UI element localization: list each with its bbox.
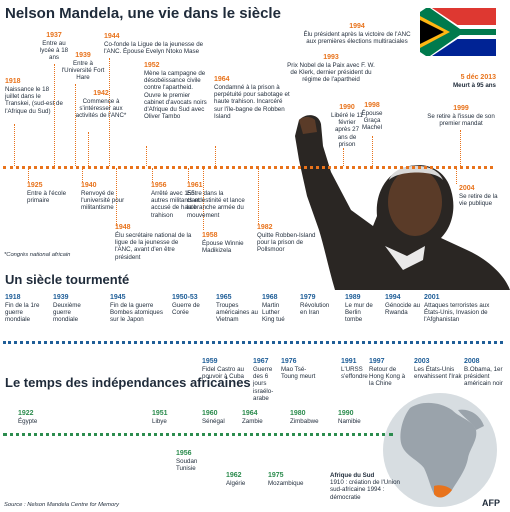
century-event-1950: 1950-53 Guerre de Corée bbox=[172, 294, 200, 317]
century-event-2001: 2001 Attaques terroristes aux États-Unis,… bbox=[424, 294, 490, 324]
indep-event-1964: 1964 Zambie bbox=[242, 410, 263, 425]
century-event-1918: 1918 Fin de la 1re guerre mondiale bbox=[5, 294, 40, 324]
century-event-2008: 2008 B.Obama, 1er président américain noi… bbox=[464, 358, 503, 388]
century-event-1989: 1989 Le mur de Berlin tombe bbox=[345, 294, 373, 324]
africa-globe-map bbox=[383, 393, 497, 507]
century-event-1994: 1994 Génocide au Rwanda bbox=[385, 294, 421, 317]
event-1999: 1999 Se retire à l'issue de son premier m… bbox=[427, 105, 495, 128]
connector-1990 bbox=[343, 148, 344, 166]
century-event-1997: 1997 Retour de Hong Kong à la Chine bbox=[369, 358, 406, 388]
event-1956: 1956 Arrêté avec 155 autres militants et … bbox=[151, 182, 200, 219]
connector-1952 bbox=[146, 146, 147, 166]
connector-1982 bbox=[258, 168, 259, 224]
century-event-1959: 1959 Fidel Castro au pouvoir à Cuba bbox=[202, 358, 244, 381]
century-timeline-axis bbox=[3, 341, 503, 344]
connector-1939 bbox=[75, 84, 76, 166]
event-1918: 1918 Naissance le 18 juillet dans le Tran… bbox=[5, 78, 63, 115]
event-1944: 1944 Co-fonde la Ligue de la jeunesse de … bbox=[104, 33, 204, 56]
indep-event-1980: 1980 Zimbabwe bbox=[290, 410, 319, 425]
century-event-1991: 1991 L'URSS s'effondre bbox=[341, 358, 368, 381]
century-event-1945: 1945 Fin de la guerre Bombes atomiques su… bbox=[110, 294, 163, 324]
source-credit: Source : Nelson Mandela Centre for Memor… bbox=[4, 502, 120, 508]
footnote-anc: *Congrès national africain bbox=[4, 252, 71, 258]
connector-1964 bbox=[215, 146, 216, 166]
connector-1958 bbox=[203, 168, 204, 230]
indep-event-1975: 1975 Mozambique bbox=[268, 472, 304, 487]
event-1993: 1993 Prix Nobel de la Paix avec F. W. de … bbox=[287, 54, 375, 84]
event-1964: 1964 Condamné à la prison à perpétuité po… bbox=[214, 76, 290, 120]
indep-event-1922: 1922 Égypte bbox=[18, 410, 38, 425]
south-africa-flag bbox=[420, 8, 496, 56]
century-event-2003: 2003 Les États-Unis envahissent l'Irak bbox=[414, 358, 462, 381]
event-1994: 1994 Élu président après la victoire de l… bbox=[303, 23, 411, 46]
event-2004: 2004 Se retire de la vie publique bbox=[459, 185, 498, 208]
century-event-1968: 1968 Martin Luther King tué bbox=[262, 294, 285, 324]
connector-1940 bbox=[82, 168, 83, 182]
century-event-1979: 1979 Révolution en Iran bbox=[300, 294, 330, 317]
event-1961: 1961 Entre dans la clandestinité et lance… bbox=[187, 182, 245, 219]
afp-logo: AFP bbox=[482, 498, 500, 508]
century-event-1976: 1976 Mao Tsé-Toung meurt bbox=[281, 358, 316, 381]
century-event-1967: 1967 Guerre des 6 jours israélo-arabe bbox=[253, 358, 274, 402]
south-africa-annotation: Afrique du Sud 1910 : création de l'Unio… bbox=[330, 472, 400, 501]
mandela-photo bbox=[295, 115, 510, 290]
independence-timeline-axis bbox=[3, 433, 393, 436]
event-1998: 1998 Épouse Graça Machel bbox=[361, 102, 383, 132]
connector-2004 bbox=[456, 168, 457, 184]
century-event-1965: 1965 Troupes américaines au Vietnam bbox=[216, 294, 258, 324]
indep-event-1962: 1962 Algérie bbox=[226, 472, 246, 487]
connector-1918 bbox=[14, 124, 15, 166]
connector-1998 bbox=[372, 136, 373, 166]
section-century-title: Un siècle tourmenté bbox=[5, 272, 130, 287]
indep-event-1960: 1960 Sénégal bbox=[202, 410, 225, 425]
indep-event-1990: 1990 Namibie bbox=[338, 410, 361, 425]
connector-1961 bbox=[188, 168, 189, 182]
section-independence-title: Le temps des indépendances africaines bbox=[5, 375, 251, 390]
event-1937: 1937 Entre au lycée à 18 ans bbox=[39, 32, 69, 62]
indep-event-1956: 1956 Soudan Tunisie bbox=[176, 450, 198, 473]
event-1939: 1939 Entre à l'Université Fort Hare bbox=[61, 52, 105, 82]
connector-1942 bbox=[88, 132, 89, 166]
event-1958: 1958 Épouse Winnie Madikizela bbox=[202, 232, 244, 255]
mandela-timeline-axis bbox=[3, 166, 493, 169]
century-event-1939: 1939 Deuxième guerre mondiale bbox=[53, 294, 81, 324]
indep-event-1951: 1951 Libye bbox=[152, 410, 168, 425]
connector-1925 bbox=[28, 168, 29, 182]
event-1952: 1952 Mène la campagne de désobéissance ci… bbox=[144, 62, 207, 121]
connector-1944 bbox=[109, 58, 110, 166]
event-1925: 1925 Entre à l'école primaire bbox=[27, 182, 67, 205]
event-2013: 5 déc 2013 Meurt à 95 ans bbox=[453, 74, 496, 89]
event-1942: 1942 Commence à s'intéresser aux activité… bbox=[75, 90, 127, 120]
event-1940: 1940 Renvoyé de l'université pour militan… bbox=[81, 182, 125, 212]
event-1982: 1982 Quitte Robben-Island pour la prison … bbox=[257, 224, 316, 254]
connector-1948 bbox=[116, 168, 117, 226]
event-1990: 1990 Libéré le 11 février après 27 ans de… bbox=[331, 104, 363, 148]
connector-1937 bbox=[54, 64, 55, 166]
connector-1956 bbox=[152, 168, 153, 182]
page-title: Nelson Mandela, une vie dans le siècle bbox=[5, 5, 281, 22]
event-1948: 1948 Élu secrétaire national de la ligue … bbox=[115, 224, 192, 261]
connector-1999 bbox=[460, 130, 461, 166]
